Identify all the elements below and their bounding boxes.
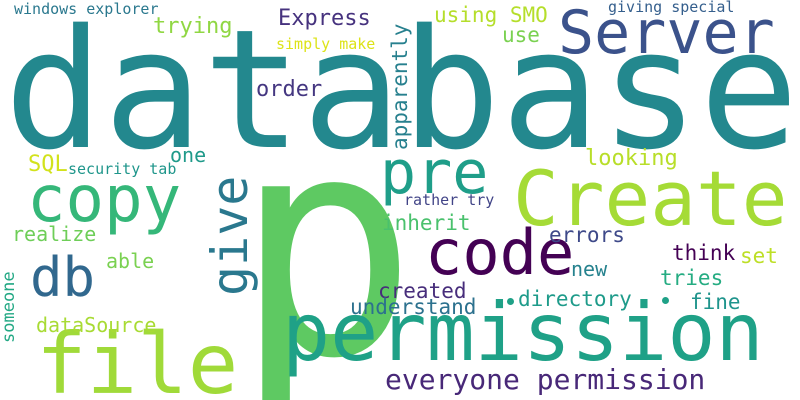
word-create: Create	[513, 154, 788, 243]
word-permission: permission	[282, 286, 764, 379]
word-tries: tries	[660, 266, 724, 290]
word-db: db	[30, 246, 96, 309]
word-express: Express	[278, 6, 371, 31]
word-windows-explorer: windows explorer	[14, 0, 159, 18]
word-think: think	[672, 241, 736, 265]
word-created: created	[378, 279, 467, 303]
word-give: give	[201, 175, 259, 296]
dot-directory	[507, 298, 514, 305]
word-rather-try: rather try	[404, 191, 495, 209]
word-code: code	[425, 216, 575, 289]
word-giving-special: giving special	[608, 0, 735, 16]
word-looking: looking	[585, 146, 678, 171]
word-sql: SQL	[28, 152, 68, 177]
word-using-smo: using SMO	[434, 3, 548, 27]
word-file: file	[36, 315, 239, 400]
word-p: p	[234, 70, 418, 400]
word-new: new	[571, 257, 608, 281]
word-pre: pre	[380, 138, 489, 208]
word-realize: realize	[12, 222, 97, 246]
word-everyone-permission: everyone permission	[385, 363, 706, 396]
word-database: database	[4, 0, 799, 186]
word-fine: fine	[690, 290, 741, 314]
word-server: Server	[558, 0, 775, 68]
dot-fine	[662, 297, 669, 304]
word-directory: directory	[518, 287, 632, 311]
word-use: use	[502, 23, 540, 47]
word-order: order	[256, 77, 323, 102]
word-able: able	[106, 249, 155, 273]
word-errors: errors	[549, 223, 625, 247]
word-simply-make: simply make	[276, 35, 376, 53]
word-security-tab: security tab	[68, 160, 177, 178]
word-datasource: dataSource	[36, 313, 157, 337]
word-inherit: inherit	[382, 211, 471, 235]
word-one: one	[170, 143, 207, 167]
word-copy: copy	[27, 163, 182, 237]
word-understand: understand	[350, 295, 477, 319]
word-someone: someone	[0, 271, 19, 343]
word-apparently: apparently	[388, 23, 412, 150]
word-trying: trying	[153, 14, 233, 39]
word-set: set	[740, 244, 778, 268]
